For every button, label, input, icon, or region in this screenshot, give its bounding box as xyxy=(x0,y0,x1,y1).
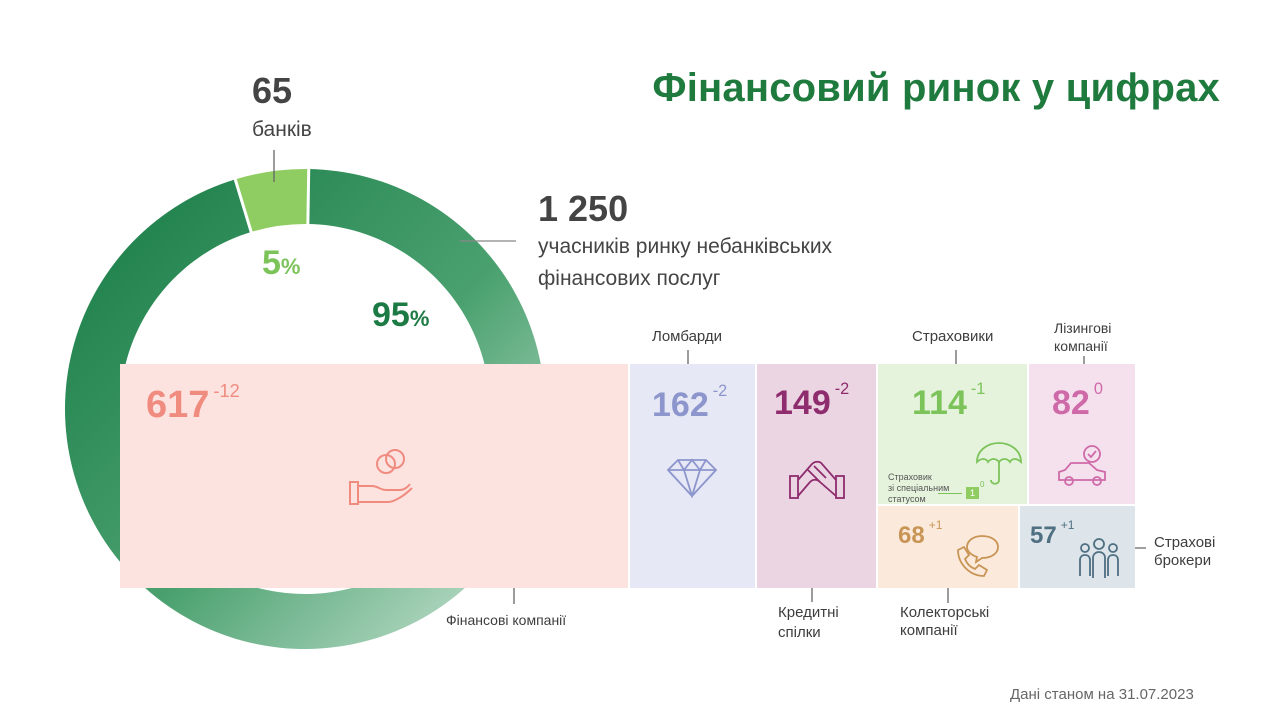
brokers-change: +1 xyxy=(1060,518,1075,532)
pawnshops-label: Ломбарди xyxy=(652,328,723,345)
special-status-leader xyxy=(938,493,962,494)
tile-finance-companies xyxy=(120,364,628,588)
special-status-value: 1 xyxy=(966,487,980,499)
tile-collectors xyxy=(878,506,1018,588)
people-icon xyxy=(1079,538,1119,578)
nonbank-percent-sign: % xyxy=(409,306,430,331)
donut-separator-1 xyxy=(306,167,311,227)
finance-value: 617 -12 xyxy=(146,380,240,427)
collectors-number: 68 xyxy=(898,522,925,549)
credit-unions-number: 149 xyxy=(774,384,831,422)
leasing-label-line2: компанії xyxy=(1054,338,1108,354)
leasing-label-line1: Лізингові xyxy=(1054,320,1112,336)
finance-label: Фінансові компанії xyxy=(446,612,567,628)
nonbank-label-line2: фінансових послуг xyxy=(538,267,721,290)
credit-unions-change: -2 xyxy=(834,380,850,398)
footer-date-note: Дані станом на 31.07.2023 xyxy=(1010,686,1194,703)
donut-separator-0 xyxy=(233,177,254,235)
diamond-icon xyxy=(666,458,718,498)
leasing-number: 82 xyxy=(1052,384,1090,422)
pawnshops-value: 162 -2 xyxy=(652,382,727,425)
brokers-value: 57 +1 xyxy=(1030,518,1074,550)
brokers-label-line1: Страхові xyxy=(1154,534,1216,551)
nonbank-percent-value: 95 xyxy=(372,296,410,334)
phone-chat-icon xyxy=(957,535,999,577)
banks-value: 65 xyxy=(252,70,293,111)
credit-unions-value: 149 -2 xyxy=(774,380,849,423)
donut-slice-banks xyxy=(235,168,309,232)
brokers-number: 57 xyxy=(1030,522,1057,549)
car-check-icon xyxy=(1058,445,1106,486)
insurers-value: 114 -1 xyxy=(912,380,985,423)
nonbank-label-line1: учасників ринку небанківських xyxy=(538,235,833,258)
collectors-label-line2: компанії xyxy=(900,622,958,639)
insurers-label: Страховики xyxy=(912,328,994,345)
leasing-value: 82 0 xyxy=(1052,380,1103,423)
finance-change: -12 xyxy=(213,380,240,401)
pawnshops-number: 162 xyxy=(652,386,709,424)
handshake-icon xyxy=(789,460,845,499)
tile-credit-unions xyxy=(757,364,876,588)
collectors-change: +1 xyxy=(928,518,943,532)
nonbank-percent: 95% xyxy=(372,296,429,335)
banks-percent-value: 5 xyxy=(262,244,281,282)
nonbank-value: 1 250 xyxy=(538,188,629,229)
banks-percent-sign: % xyxy=(280,254,301,279)
credit-unions-label-line1: Кредитні xyxy=(778,604,839,621)
tile-brokers xyxy=(1020,506,1135,588)
special-status-label-line1: Страховик xyxy=(888,472,932,482)
insurers-change: -1 xyxy=(970,380,986,398)
umbrella-icon xyxy=(976,442,1022,485)
leasing-change: 0 xyxy=(1093,380,1103,398)
banks-percent: 5% xyxy=(262,244,300,283)
special-status-label-line3: статусом xyxy=(888,494,926,504)
page-title: Фінансовий ринок у цифрах xyxy=(652,66,1220,110)
special-status-label-line2: зі спеціальним xyxy=(888,483,950,493)
brokers-label-line2: брокери xyxy=(1154,552,1212,569)
special-status-change: 0 xyxy=(980,480,985,489)
banks-label: банків xyxy=(252,118,312,141)
tile-insurers xyxy=(878,364,1027,504)
hand-coins-icon xyxy=(349,449,413,505)
collectors-value: 68 +1 xyxy=(898,518,942,550)
finance-number: 617 xyxy=(146,384,210,426)
pawnshops-change: -2 xyxy=(712,382,728,400)
credit-unions-label-line2: спілки xyxy=(778,624,821,641)
tile-pawnshops xyxy=(630,364,755,588)
collectors-label-line1: Колекторські xyxy=(900,604,990,621)
insurers-number: 114 xyxy=(912,384,967,422)
